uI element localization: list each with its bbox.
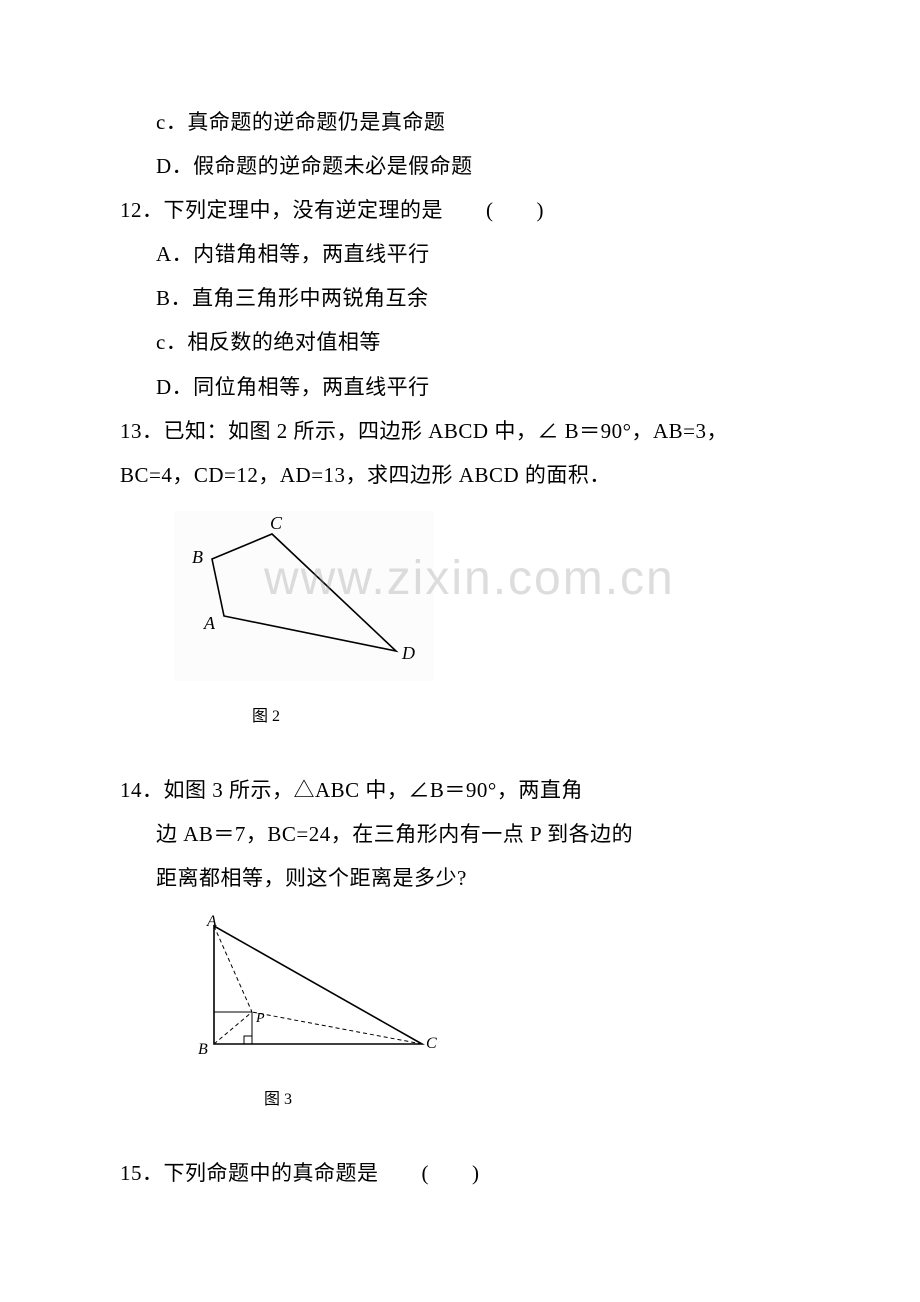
figure-3-label-c: C bbox=[426, 1035, 437, 1052]
figure-3-svg: A B C P bbox=[174, 914, 454, 1074]
figure-2-label-a: A bbox=[203, 613, 216, 633]
figure-2-caption: 图 2 bbox=[174, 702, 800, 726]
q14-line3: 距离都相等，则这个距离是多少? bbox=[120, 856, 800, 900]
figure-2-label-b: B bbox=[192, 547, 203, 567]
q12-option-d: D．同位角相等，两直线平行 bbox=[120, 365, 800, 409]
figure-2-svg: B C D A bbox=[174, 511, 434, 691]
figure-3: A B C P 图 3 bbox=[174, 914, 800, 1109]
q14-line2: 边 AB＝7，BC=24，在三角形内有一点 P 到各边的 bbox=[120, 812, 800, 856]
figure-3-right-angle-mark bbox=[244, 1036, 252, 1044]
figure-2-label-d: D bbox=[401, 643, 415, 663]
q12-stem: 12．下列定理中，没有逆定理的是 ( ) bbox=[120, 188, 800, 232]
figure-2-label-c: C bbox=[270, 513, 283, 533]
q12-option-a: A．内错角相等，两直线平行 bbox=[120, 232, 800, 276]
figure-3-triangle bbox=[214, 926, 422, 1044]
q15-stem: 15．下列命题中的真命题是 ( ) bbox=[120, 1151, 800, 1195]
q11-option-d: D．假命题的逆命题未必是假命题 bbox=[120, 144, 800, 188]
figure-3-dash-ap bbox=[214, 926, 252, 1012]
q11-option-c: c．真命题的逆命题仍是真命题 bbox=[120, 100, 800, 144]
q12-option-c: c．相反数的绝对值相等 bbox=[120, 320, 800, 364]
figure-2: B C D A 图 2 www.zixin.com.cn bbox=[174, 511, 800, 726]
q14-line1: 14．如图 3 所示，△ABC 中，∠B＝90°，两直角 bbox=[120, 768, 800, 812]
figure-3-dash-bp bbox=[214, 1012, 252, 1044]
figure-3-caption: 图 3 bbox=[174, 1085, 800, 1109]
figure-3-label-a: A bbox=[206, 914, 217, 930]
q13-line2: BC=4，CD=12，AD=13，求四边形 ABCD 的面积． bbox=[120, 453, 800, 497]
figure-3-dash-cp bbox=[252, 1012, 422, 1044]
figure-2-bg bbox=[174, 511, 434, 681]
q12-option-b: B．直角三角形中两锐角互余 bbox=[120, 276, 800, 320]
q13-line1: 13．已知：如图 2 所示，四边形 ABCD 中，∠ B＝90°，AB=3， bbox=[120, 409, 800, 453]
figure-3-label-b: B bbox=[198, 1041, 208, 1058]
figure-3-label-p: P bbox=[255, 1011, 265, 1026]
